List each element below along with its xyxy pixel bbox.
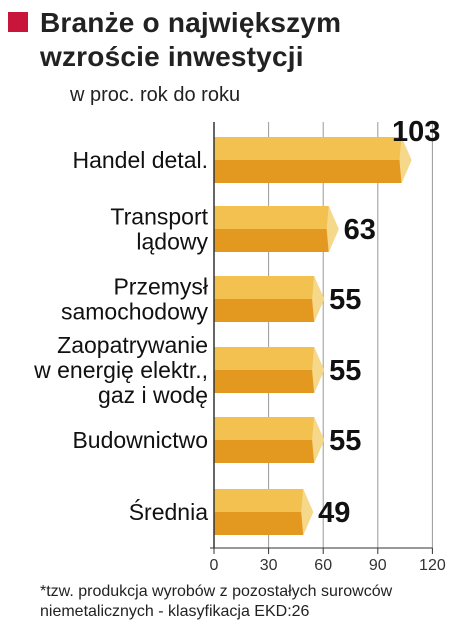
bar-top-half	[214, 137, 412, 160]
category-label: Transport	[110, 204, 208, 230]
bar-value-label: 103	[392, 116, 440, 148]
category-label: samochodowy	[61, 299, 209, 325]
category-label: Handel detal.	[72, 147, 208, 173]
bar-tip	[312, 276, 325, 322]
bar-bottom-half	[214, 512, 314, 535]
title-marker-square	[8, 12, 28, 32]
bar-value-label: 55	[329, 355, 361, 387]
bar-tip	[326, 206, 339, 252]
bar-top-half	[214, 276, 325, 299]
bar-top-half	[214, 417, 325, 440]
bar-bottom-half	[214, 299, 325, 322]
chart-footnote: *tzw. produkcja wyrobów z pozostałych su…	[40, 583, 393, 620]
chart-title: Branże o największym wzroście inwestycji	[40, 7, 342, 72]
bar-tip	[301, 489, 314, 535]
bar-bottom-half	[214, 370, 325, 393]
category-label: Przemysł	[113, 274, 208, 300]
bar-top-half	[214, 206, 339, 229]
bar-value-label: 55	[329, 425, 361, 457]
category-label: lądowy	[136, 229, 208, 255]
x-tick-label: 120	[419, 557, 446, 574]
bar-bottom-half	[214, 440, 325, 463]
bar-tip	[312, 417, 325, 463]
bar-bottom-half	[214, 229, 339, 252]
category-label: Średnia	[129, 498, 208, 525]
x-tick-label: 60	[314, 557, 332, 574]
x-tick-label: 0	[210, 557, 219, 574]
category-label: w energię elektr.,	[33, 357, 208, 383]
x-tick-label: 90	[369, 557, 387, 574]
category-label: Budownictwo	[72, 427, 208, 453]
bar-top-half	[214, 489, 314, 512]
bar-top-half	[214, 347, 325, 370]
bar-value-label: 63	[344, 214, 376, 246]
bar-value-label: 55	[329, 284, 361, 316]
category-label: Zaopatrywanie	[57, 332, 208, 358]
bar-tip	[312, 347, 325, 393]
bar-value-label: 49	[318, 497, 350, 529]
bar-tip	[399, 137, 412, 183]
chart-subtitle: w proc. rok do roku	[70, 84, 241, 106]
bar-bottom-half	[214, 160, 412, 183]
x-tick-label: 30	[260, 557, 278, 574]
category-label: gaz i wodę	[98, 382, 208, 408]
